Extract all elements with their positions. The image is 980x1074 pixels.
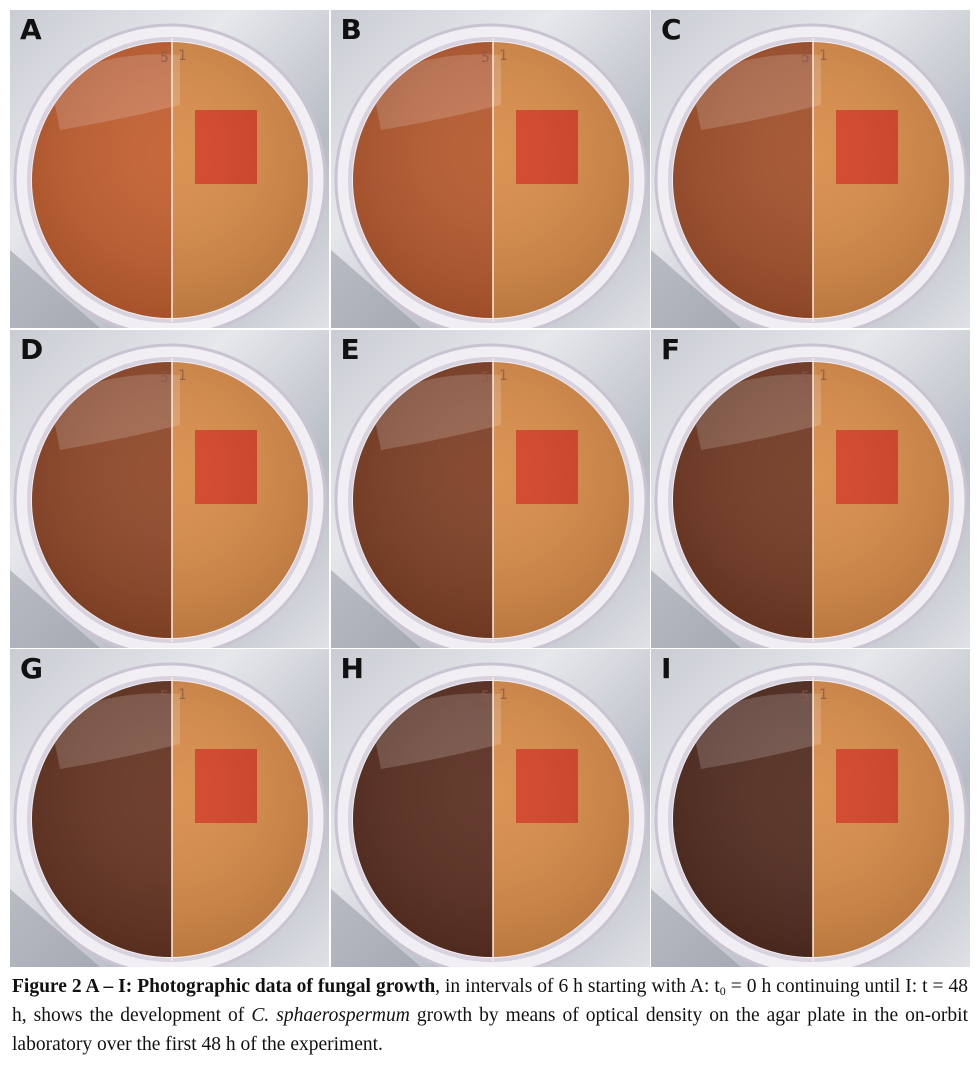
petri-dish-photo: 5 1 bbox=[651, 662, 968, 967]
svg-text:5: 5 bbox=[801, 50, 810, 66]
svg-text:1: 1 bbox=[819, 368, 828, 384]
svg-text:1: 1 bbox=[819, 687, 828, 703]
caption-text-3: growth by means of optical density on th… bbox=[12, 1005, 968, 1055]
petri-dish-photo: 5 1 bbox=[330, 343, 647, 648]
svg-text:1: 1 bbox=[819, 48, 828, 64]
caption-text-2: = 0 h continuing until I: t = 48 h, show… bbox=[12, 976, 968, 1026]
petri-dish-photo: 5 1 bbox=[10, 23, 327, 328]
panel-label: A bbox=[20, 13, 42, 46]
petri-dish-photo: 5 1 bbox=[10, 662, 327, 967]
svg-text:5: 5 bbox=[481, 50, 490, 66]
plate-panel-i: 5 1 I bbox=[651, 649, 970, 967]
plate-panel-c: 5 1 C bbox=[651, 10, 970, 328]
svg-text:5: 5 bbox=[160, 689, 169, 705]
plate-panel-a: 5 1 A bbox=[10, 10, 329, 328]
svg-text:5: 5 bbox=[801, 370, 810, 386]
caption-subscript: 0 bbox=[719, 984, 726, 998]
panel-label: B bbox=[340, 13, 362, 46]
plate-panel-h: 5 1 H bbox=[330, 649, 650, 967]
panel-label: I bbox=[661, 652, 672, 685]
petri-dish-photo: 5 1 bbox=[651, 23, 968, 328]
svg-text:1: 1 bbox=[178, 48, 187, 64]
petri-dish-photo: 5 1 bbox=[330, 23, 647, 328]
petri-dish-photo: 5 1 bbox=[10, 343, 327, 648]
panel-label: H bbox=[340, 652, 364, 685]
plate-panel-b: 5 1 B bbox=[330, 10, 650, 328]
petri-dish-photo: 5 1 bbox=[330, 662, 647, 967]
figure-caption: Figure 2 A – I: Photographic data of fun… bbox=[12, 972, 968, 1059]
caption-text-1: , in intervals of 6 h starting with A: t bbox=[435, 976, 720, 997]
svg-text:1: 1 bbox=[499, 687, 508, 703]
panel-label: D bbox=[20, 332, 44, 366]
panel-label: C bbox=[661, 13, 682, 46]
svg-text:1: 1 bbox=[178, 687, 187, 703]
svg-text:5: 5 bbox=[160, 50, 169, 66]
plate-panel-d: 5 1 D bbox=[10, 329, 329, 648]
svg-text:1: 1 bbox=[499, 368, 508, 384]
svg-text:5: 5 bbox=[801, 689, 810, 705]
figure-panel-grid: 5 1 A 5 1 B bbox=[10, 10, 970, 967]
plate-panel-g: 5 1 G bbox=[10, 649, 329, 967]
svg-text:5: 5 bbox=[481, 370, 490, 386]
panel-label: F bbox=[661, 332, 681, 366]
plate-panel-f: 5 1 F bbox=[651, 329, 970, 648]
svg-text:1: 1 bbox=[178, 368, 187, 384]
caption-species: C. sphaerospermum bbox=[251, 1005, 410, 1026]
svg-text:1: 1 bbox=[499, 48, 508, 64]
panel-label: G bbox=[20, 652, 43, 685]
svg-text:5: 5 bbox=[481, 689, 490, 705]
plate-panel-e: 5 1 E bbox=[330, 329, 650, 648]
svg-text:5: 5 bbox=[160, 370, 169, 386]
panel-label: E bbox=[340, 332, 360, 366]
caption-title: Figure 2 A – I: Photographic data of fun… bbox=[12, 976, 436, 997]
petri-dish-photo: 5 1 bbox=[651, 343, 968, 648]
